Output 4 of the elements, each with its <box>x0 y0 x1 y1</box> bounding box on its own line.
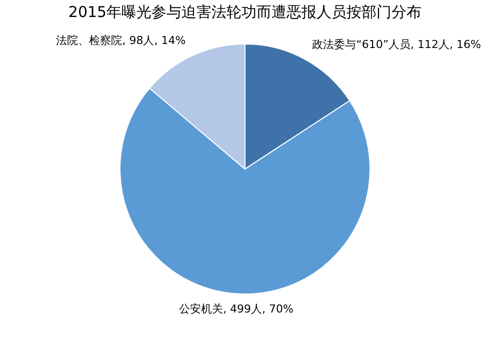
slice-label: 政法委与“610”人员, 112人, 16% <box>312 38 481 52</box>
chart-title: 2015年曝光参与迫害法轮功而遭恶报人员按部门分布 <box>68 3 422 21</box>
slice-label: 法院、检察院, 98人, 14% <box>56 34 186 48</box>
slice-label: 公安机关, 499人, 70% <box>179 302 294 316</box>
